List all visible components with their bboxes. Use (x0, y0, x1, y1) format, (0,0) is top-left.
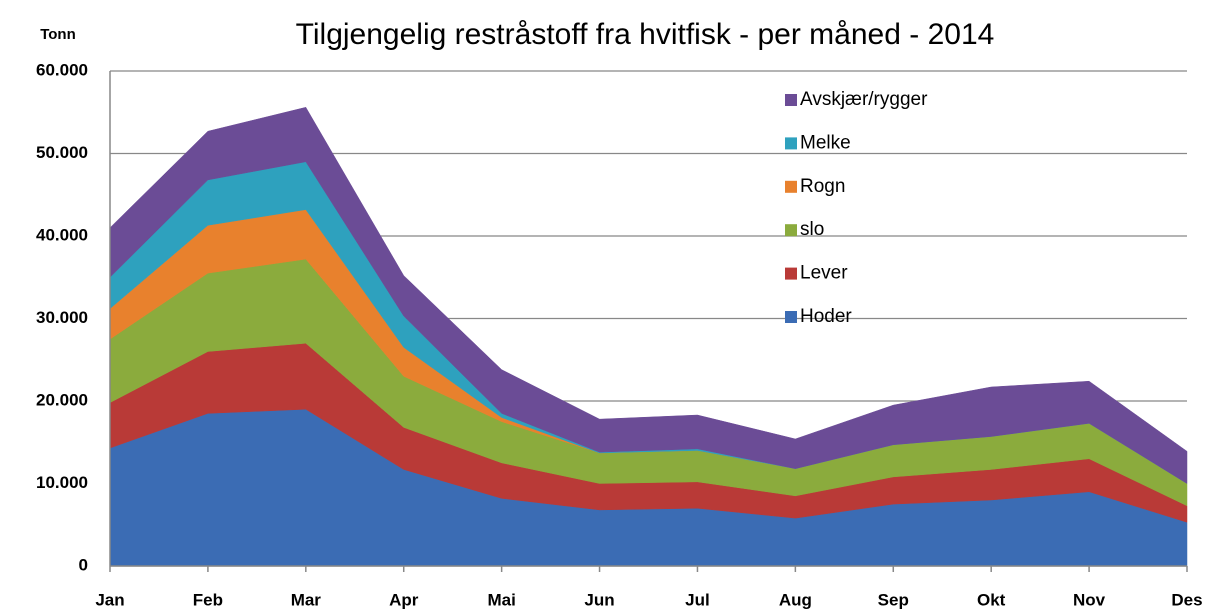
x-tick-label: Nov (1073, 590, 1106, 609)
y-tick-label: 60.000 (36, 60, 88, 79)
x-tick-label: Feb (193, 590, 223, 609)
x-tick-label: Jul (685, 590, 710, 609)
chart-title: Tilgjengelig restråstoff fra hvitfisk - … (296, 18, 995, 51)
legend-swatch (785, 94, 797, 106)
x-tick-label: Sep (878, 590, 909, 609)
x-tick-label: Des (1171, 590, 1202, 609)
y-tick-label: 40.000 (36, 225, 88, 244)
y-axis-label: Tonn (40, 26, 76, 43)
x-tick-label: Jan (95, 590, 124, 609)
x-tick-label: Jun (584, 590, 614, 609)
x-tick-label: Mai (487, 590, 515, 609)
legend-label: Rogn (800, 176, 845, 197)
y-tick-label: 30.000 (36, 308, 88, 327)
y-tick-label: 10.000 (36, 473, 88, 492)
x-tick-label: Aug (779, 590, 812, 609)
legend-swatch (785, 267, 797, 280)
legend-label: Lever (800, 263, 848, 284)
area (109, 107, 1188, 484)
legend-swatch (785, 137, 797, 150)
legend-label: Melke (800, 132, 851, 153)
legend-label: Avskjær/rygger (800, 89, 928, 110)
legend-label: slo (800, 219, 824, 240)
y-tick-label: 50.000 (36, 143, 88, 162)
x-tick-label: Mar (291, 590, 322, 609)
legend-swatch (785, 180, 797, 193)
legend-label: Hoder (800, 306, 852, 327)
y-tick-label: 20.000 (36, 390, 88, 409)
legend-swatch (785, 224, 797, 237)
legend-swatch (785, 311, 797, 323)
x-tick-label: Okt (977, 590, 1006, 609)
y-tick-label: 0 (79, 555, 88, 574)
x-tick-label: Apr (389, 590, 419, 609)
